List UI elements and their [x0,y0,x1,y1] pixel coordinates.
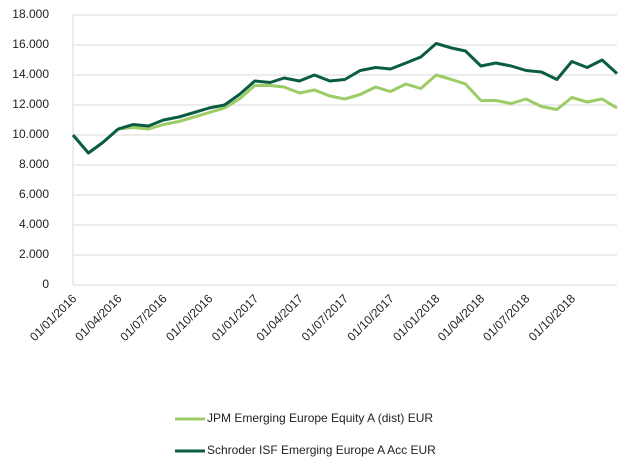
x-tick-label: 01/07/2016 [117,291,170,344]
y-tick-label: 6.000 [19,187,49,201]
y-tick-label: 4.000 [19,217,49,231]
x-tick-label: 01/01/2018 [390,291,443,344]
y-tick-label: 14.000 [12,67,49,81]
x-tick-label: 01/10/2017 [344,291,397,344]
legend-label: JPM Emerging Europe Equity A (dist) EUR [207,411,433,425]
x-tick-label: 01/04/2016 [72,291,125,344]
x-tick-label: 01/01/2016 [27,291,80,344]
y-tick-label: 18.000 [12,7,49,21]
x-tick-label: 01/07/2017 [299,291,352,344]
y-tick-label: 16.000 [12,37,49,51]
x-tick-label: 01/01/2017 [209,291,262,344]
series-line [71,73,618,155]
y-tick-label: 10.000 [12,127,49,141]
legend-label: Schroder ISF Emerging Europe A Acc EUR [207,443,436,457]
x-tick-label: 01/07/2018 [480,291,533,344]
series-line [71,42,619,155]
y-tick-label: 8.000 [19,157,49,171]
y-tick-label: 12.000 [12,97,49,111]
x-tick-label: 01/04/2018 [435,291,488,344]
y-tick-label: 0 [42,277,49,291]
x-tick-label: 01/10/2016 [163,291,216,344]
y-tick-label: 2.000 [19,247,49,261]
x-tick-label: 01/04/2017 [254,291,307,344]
x-tick-label: 01/10/2018 [526,291,579,344]
